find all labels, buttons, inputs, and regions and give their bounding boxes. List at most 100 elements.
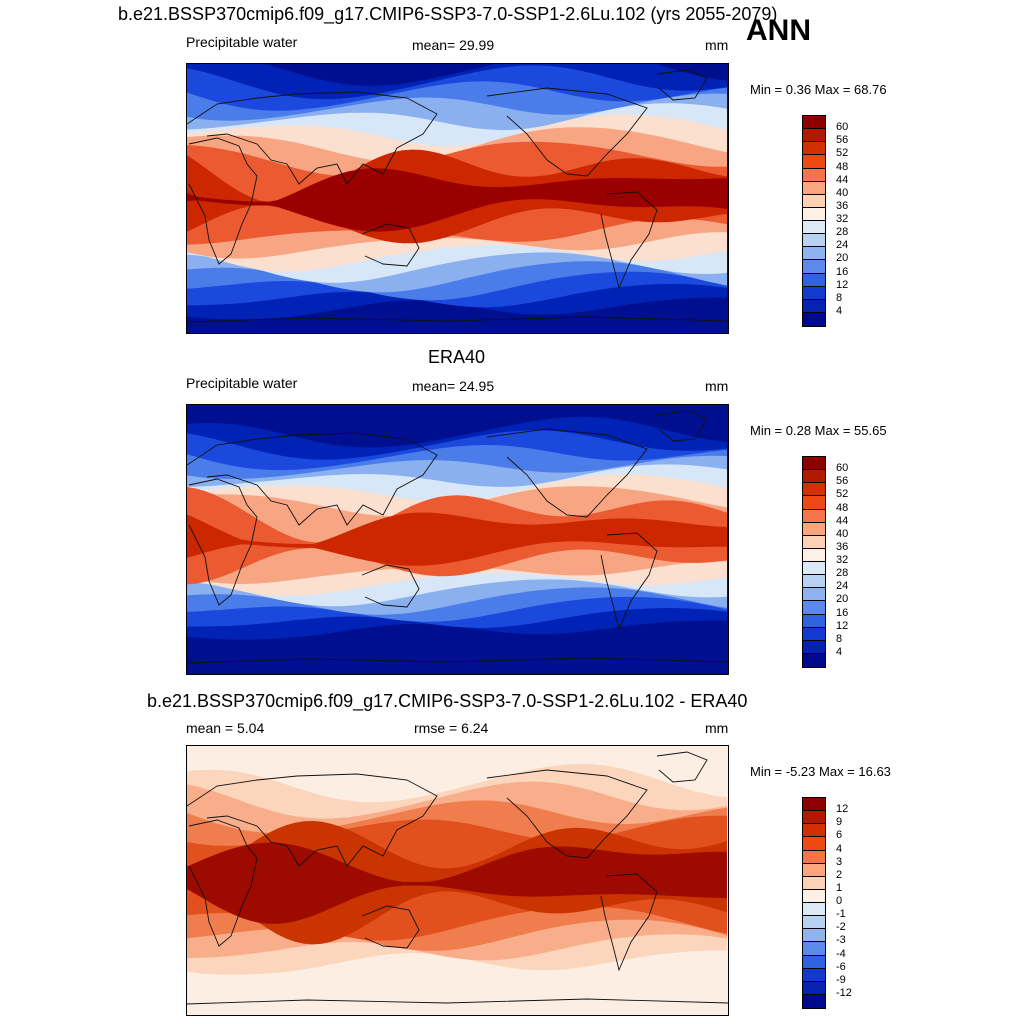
panel2-variable-label: Precipitable water: [186, 375, 298, 391]
colorbar-box: [803, 260, 825, 274]
field-band: [187, 512, 727, 566]
colorbar-tick-label: 8: [836, 632, 843, 645]
colorbar-tick-label: 24: [836, 239, 849, 252]
colorbar-tick-label: 6: [836, 829, 843, 842]
colorbar-tick-label: 16: [836, 265, 849, 278]
panel1-colorbar: [802, 115, 826, 327]
colorbar-box: [803, 601, 825, 615]
coastline: [656, 69, 708, 101]
colorbar-box: [803, 273, 825, 287]
colorbar-box: [803, 535, 825, 549]
colorbar-tick-label: 4: [836, 842, 843, 855]
colorbar-tick-label: 44: [836, 173, 849, 186]
colorbar-tick-label: 8: [836, 291, 843, 304]
colorbar-tick-label: 24: [836, 580, 849, 593]
colorbar-box: [803, 968, 825, 982]
panel3-colorbar: [802, 797, 826, 1009]
colorbar-box: [803, 470, 825, 484]
coastline: [188, 478, 258, 606]
panel2-map: [186, 404, 729, 675]
coastline: [361, 223, 420, 267]
coastline: [187, 316, 728, 323]
colorbar-box: [803, 994, 825, 1008]
colorbar-tick-label: 48: [836, 160, 849, 173]
colorbar-tick-label: 28: [836, 567, 849, 580]
colorbar-box: [803, 496, 825, 510]
panel3-minmax: Min = -5.23 Max = 16.63: [750, 764, 891, 779]
colorbar-box: [803, 207, 825, 221]
colorbar-tick-label: 32: [836, 213, 849, 225]
coastline: [187, 432, 438, 526]
colorbar-box: [803, 575, 825, 589]
colorbar-box: [803, 221, 825, 235]
colorbar-box: [803, 653, 825, 667]
coastline: [600, 873, 658, 972]
colorbar-box: [803, 955, 825, 969]
colorbar-tick-label: 20: [836, 252, 849, 265]
colorbar-box: [803, 863, 825, 877]
colorbar-box: [803, 798, 825, 812]
panel1-title: b.e21.BSSP370cmip6.f09_g17.CMIP6-SSP3-7.…: [118, 4, 778, 24]
colorbar-box: [803, 181, 825, 195]
colorbar-tick-label: 12: [836, 619, 849, 632]
colorbar-tick-label: 40: [836, 527, 849, 540]
coastline: [187, 998, 728, 1005]
colorbar-tick-label: -4: [836, 947, 846, 960]
colorbar-box: [803, 981, 825, 995]
colorbar-tick-label: 16: [836, 606, 849, 619]
colorbar-box: [803, 509, 825, 523]
colorbar-tick-label: -2: [836, 921, 846, 934]
colorbar-box: [803, 457, 825, 471]
panel2-title: ERA40: [428, 347, 486, 367]
field-band: [187, 168, 727, 232]
colorbar-box: [803, 168, 825, 182]
colorbar-tick-label: 56: [836, 134, 849, 147]
colorbar-tick-label: 48: [836, 501, 849, 514]
colorbar-box: [803, 916, 825, 930]
panel3-title: b.e21.BSSP370cmip6.f09_g17.CMIP6-SSP3-7.…: [147, 691, 748, 711]
colorbar-tick-label: 44: [836, 514, 849, 527]
panel2-minmax: Min = 0.28 Max = 55.65: [750, 423, 887, 438]
colorbar-tick-label: 4: [836, 304, 843, 317]
colorbar-box: [803, 929, 825, 943]
colorbar-box: [803, 837, 825, 851]
colorbar-box: [803, 116, 825, 130]
colorbar-tick-label: 0: [836, 895, 843, 907]
coastline: [188, 819, 258, 947]
coastline: [600, 191, 658, 290]
coastline: [486, 769, 648, 859]
colorbar-box: [803, 129, 825, 143]
colorbar-box: [803, 824, 825, 838]
colorbar-tick-label: 56: [836, 475, 849, 488]
colorbar-tick-label: -9: [836, 973, 846, 986]
colorbar-box: [803, 903, 825, 917]
colorbar-box: [803, 142, 825, 156]
colorbar-box: [803, 942, 825, 956]
colorbar-tick-label: 36: [836, 540, 849, 553]
colorbar-tick-label: 1: [836, 881, 843, 894]
panel3-map: [186, 745, 729, 1016]
panel3-units: mm: [705, 720, 729, 736]
coastline: [486, 428, 648, 518]
colorbar-tick-label: 60: [836, 121, 849, 134]
colorbar-box: [803, 548, 825, 562]
colorbar-tick-label: -6: [836, 960, 846, 973]
season-label: ANN: [746, 14, 811, 47]
colorbar-box: [803, 312, 825, 326]
colorbar-tick-label: -12: [836, 986, 852, 999]
colorbar-box: [803, 640, 825, 654]
panel2-units: mm: [705, 378, 729, 394]
coastline: [361, 564, 420, 608]
colorbar-tick-label: 32: [836, 554, 849, 566]
colorbar-box: [803, 850, 825, 864]
colorbar-tick-label: 20: [836, 593, 849, 606]
colorbar-box: [803, 299, 825, 313]
coastline: [187, 657, 728, 664]
panel2-colorbar: [802, 456, 826, 668]
panel2-mean-label: mean= 24.95: [412, 378, 495, 394]
panel1-units: mm: [705, 37, 729, 53]
colorbar-tick-label: 2: [836, 868, 843, 881]
coastline: [187, 91, 438, 185]
colorbar-tick-label: 4: [836, 645, 843, 658]
colorbar-tick-label: 12: [836, 803, 849, 816]
